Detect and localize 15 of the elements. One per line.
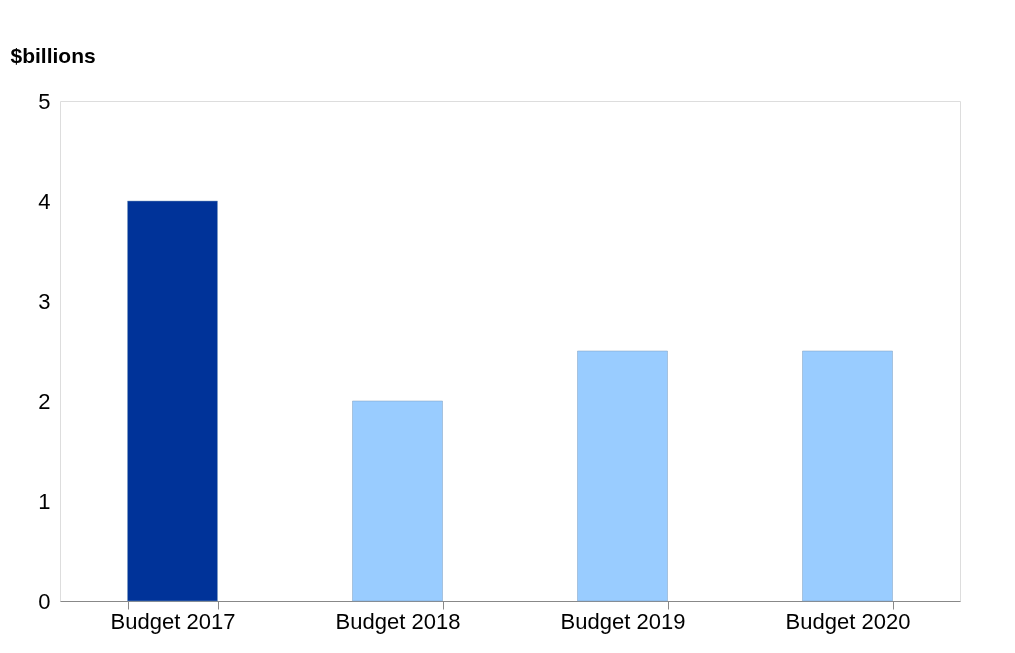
y-tick-label: 3 <box>38 288 51 314</box>
y-axis-title: $billions <box>10 43 96 67</box>
y-tick-label: 4 <box>38 188 51 214</box>
x-tick-label: Budget 2019 <box>560 608 686 634</box>
y-tick-label: 2 <box>38 388 51 414</box>
x-tick-label: Budget 2017 <box>110 608 236 634</box>
bar <box>352 400 443 602</box>
x-tick-label: Budget 2020 <box>785 608 911 634</box>
bar <box>577 350 668 602</box>
y-tick-label: 0 <box>38 588 51 614</box>
y-tick-label: 1 <box>38 488 51 514</box>
y-tick-label: 5 <box>38 88 51 114</box>
bar <box>127 200 218 602</box>
x-tick-label: Budget 2018 <box>335 608 461 634</box>
bar <box>802 350 893 602</box>
